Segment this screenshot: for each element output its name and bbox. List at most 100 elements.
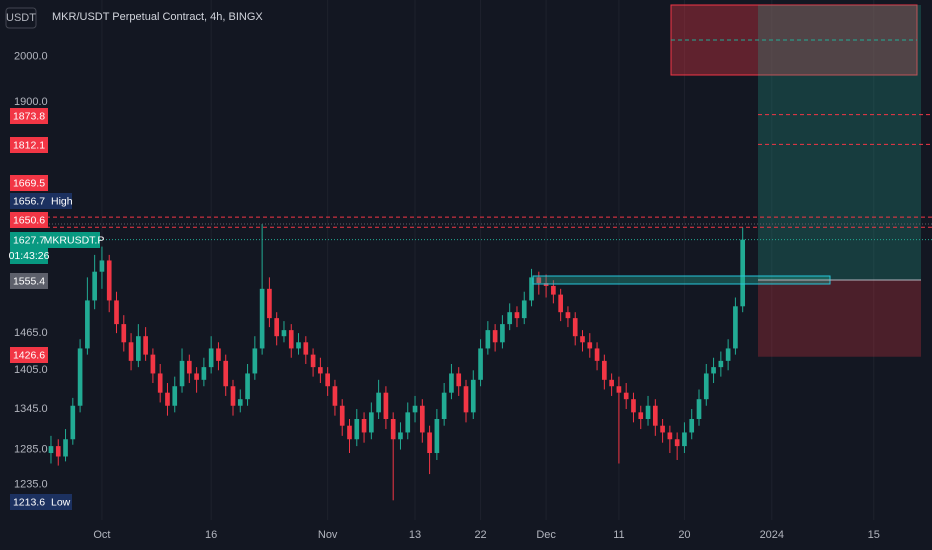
candle-body bbox=[543, 283, 549, 286]
candle-body bbox=[572, 318, 578, 337]
symbol-box bbox=[48, 232, 100, 248]
candle-body bbox=[92, 271, 97, 301]
price-lines bbox=[46, 114, 932, 285]
candle-body bbox=[121, 324, 127, 343]
candle-body bbox=[230, 386, 236, 406]
candle-body bbox=[558, 294, 563, 313]
candle-body bbox=[521, 300, 527, 319]
x-axis: Oct 16 Nov 13 22 Dec 11 20 2024 15 bbox=[93, 529, 880, 541]
target-zone bbox=[758, 5, 921, 280]
candle-body bbox=[594, 348, 600, 361]
candle-body bbox=[267, 288, 272, 319]
candle-body bbox=[85, 300, 90, 349]
candle-body bbox=[245, 373, 250, 400]
stop-label: 1426.6 bbox=[13, 349, 45, 361]
candle-body bbox=[369, 412, 374, 433]
candle-body bbox=[427, 432, 432, 454]
level-label: 1812.1 bbox=[13, 139, 45, 151]
x-tick-label: 11 bbox=[613, 529, 624, 541]
currency[interactable]: USDT bbox=[6, 12, 36, 24]
candle-body bbox=[718, 360, 724, 368]
x-tick-label: Nov bbox=[318, 529, 338, 541]
candle-body bbox=[99, 260, 105, 272]
candle-body bbox=[325, 373, 330, 387]
x-tick-label: 13 bbox=[409, 529, 421, 541]
candle-body bbox=[703, 373, 709, 400]
candle-body bbox=[114, 300, 119, 325]
x-tick-label: 2024 bbox=[760, 529, 784, 541]
candle-body bbox=[682, 432, 687, 447]
level-label: 1873.8 bbox=[13, 110, 45, 122]
candle-body bbox=[143, 336, 148, 355]
entry-label: 1555.4 bbox=[13, 275, 45, 287]
candle-body bbox=[354, 418, 360, 440]
stop-zone bbox=[758, 279, 921, 357]
level-label-box bbox=[10, 137, 48, 153]
high-label: High bbox=[51, 195, 73, 207]
currency-button[interactable] bbox=[5, 7, 37, 29]
candle-body bbox=[70, 405, 76, 440]
candle-body bbox=[456, 373, 462, 387]
chart-title: MKR/USDT Perpetual Contract, 4h, BINGX bbox=[52, 11, 263, 23]
candle-body bbox=[194, 373, 199, 380]
candle-body bbox=[616, 386, 622, 393]
high-value: 1656.7 bbox=[13, 195, 45, 207]
candle-body bbox=[565, 312, 571, 319]
candle-body bbox=[740, 239, 746, 307]
candle-body bbox=[587, 342, 593, 349]
candle-body bbox=[660, 425, 665, 433]
last-price: 1627.7 bbox=[13, 234, 45, 246]
candle-body bbox=[500, 324, 505, 343]
candle-body bbox=[398, 432, 403, 440]
candle-body bbox=[259, 288, 265, 349]
last-price-box bbox=[10, 232, 48, 264]
level-label-box bbox=[10, 175, 48, 191]
countdown: 01:43:26 bbox=[9, 250, 50, 262]
candle-body bbox=[733, 306, 738, 349]
candle-body bbox=[623, 392, 629, 400]
candle-body bbox=[696, 399, 702, 419]
candle-body bbox=[55, 446, 61, 457]
candle-body bbox=[281, 330, 287, 337]
candle-body bbox=[136, 336, 141, 361]
candle-body bbox=[186, 360, 192, 374]
candle-body bbox=[216, 348, 221, 361]
candle-body bbox=[514, 312, 520, 319]
candle-body bbox=[376, 392, 381, 413]
y-tick-label: 1405.0 bbox=[14, 364, 48, 376]
candle-body bbox=[441, 392, 447, 419]
candle-body bbox=[318, 367, 323, 374]
candle-body bbox=[412, 405, 418, 413]
low-label-box bbox=[10, 494, 72, 510]
candle-body bbox=[652, 405, 658, 426]
candle-body bbox=[296, 342, 301, 349]
candle-body bbox=[310, 354, 316, 368]
candle-body bbox=[390, 418, 396, 440]
high-label-box bbox=[10, 193, 72, 209]
entry-label-box bbox=[10, 273, 48, 289]
x-tick-label: 16 bbox=[205, 529, 217, 541]
y-axis: 2000.01900.01546.01465.01405.01345.01285… bbox=[14, 51, 48, 491]
candle-body bbox=[638, 412, 644, 419]
level-label: 1669.5 bbox=[13, 177, 45, 189]
candle-body bbox=[470, 379, 476, 413]
candle-body bbox=[463, 386, 469, 413]
level-label: 1650.6 bbox=[13, 214, 45, 226]
candle-body bbox=[383, 392, 389, 419]
candle-body bbox=[405, 412, 411, 433]
x-tick-label: 22 bbox=[474, 529, 486, 541]
candle-body bbox=[674, 439, 680, 447]
candle-body bbox=[274, 318, 280, 337]
candle-body bbox=[667, 432, 673, 440]
low-label: Low bbox=[51, 496, 71, 508]
candle-body bbox=[725, 348, 731, 361]
candle-body bbox=[223, 360, 229, 387]
low-value: 1213.6 bbox=[13, 496, 45, 508]
candle-body bbox=[419, 405, 425, 433]
candle-body bbox=[63, 439, 68, 457]
candle-body bbox=[551, 285, 556, 295]
candle-body bbox=[332, 386, 338, 406]
candle-body bbox=[347, 425, 352, 440]
